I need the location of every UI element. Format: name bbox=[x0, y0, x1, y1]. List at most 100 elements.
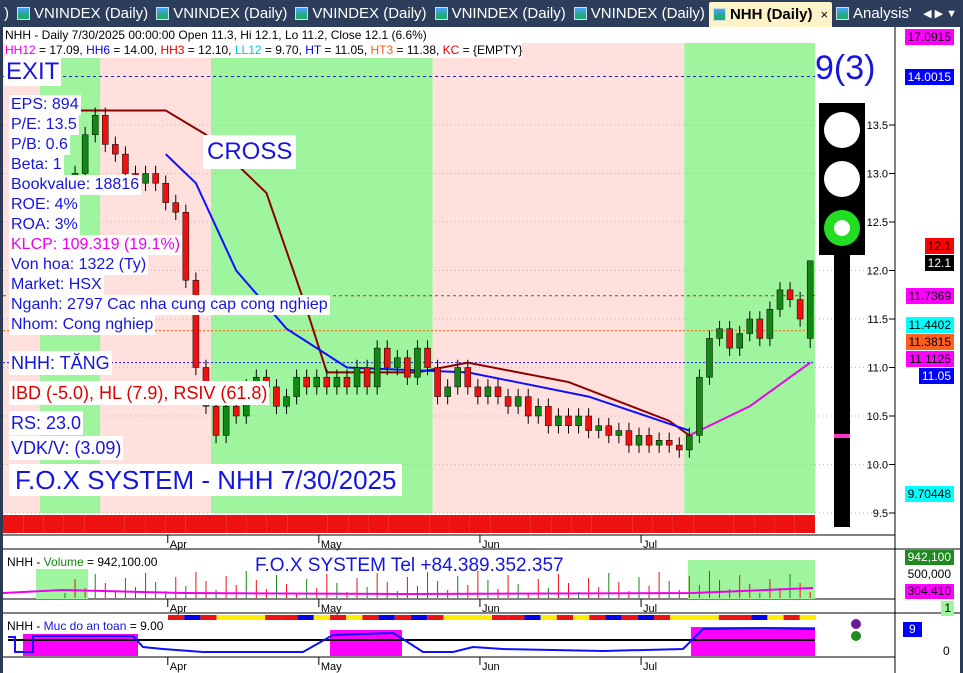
chart-icon bbox=[17, 7, 30, 20]
candle-body bbox=[424, 347, 431, 368]
safety-strip-cell bbox=[767, 615, 784, 620]
trend-strip-cell bbox=[632, 515, 653, 533]
candle-body bbox=[494, 386, 502, 397]
tab-2[interactable]: VNINDEX (Daily) bbox=[152, 1, 291, 26]
candle-body bbox=[394, 357, 401, 368]
y-tick-label: 13.0 bbox=[867, 169, 888, 181]
cross-label: CROSS bbox=[203, 135, 297, 169]
magenta-line bbox=[688, 361, 811, 437]
price-label: 11.3815 bbox=[905, 333, 954, 350]
candle-body bbox=[142, 173, 149, 184]
safety-level-label: 9 bbox=[903, 622, 922, 637]
candle-body bbox=[122, 153, 129, 174]
trend-strip-cell bbox=[368, 515, 389, 533]
trend-strip-cell bbox=[551, 515, 572, 533]
trend-strip-cell bbox=[409, 515, 430, 533]
candle-body bbox=[273, 386, 280, 407]
trend-strip-cell bbox=[571, 515, 592, 533]
fundamental-item: ROA: 3% bbox=[9, 215, 80, 235]
candle-body bbox=[363, 367, 371, 388]
trend-strip-cell bbox=[794, 515, 815, 533]
tab-7[interactable]: Analysis' bbox=[832, 1, 916, 26]
month-label: Jul bbox=[643, 661, 657, 673]
safety-strip-cell bbox=[459, 615, 476, 620]
trend-strip-cell bbox=[185, 515, 206, 533]
candle-body bbox=[91, 115, 99, 135]
tel-label: F.O.X SYSTEM Tel +84.389.352.357 bbox=[255, 555, 564, 576]
fundamental-item: Nganh: 2797 Cac nha cung cap cong nghiep bbox=[9, 295, 330, 315]
tab-3[interactable]: VNINDEX (Daily) bbox=[291, 1, 430, 26]
trend-strip-cell bbox=[469, 515, 491, 533]
y-tick-label: 11.5 bbox=[867, 314, 888, 326]
candle-body bbox=[665, 440, 673, 446]
safety-strip-cell bbox=[718, 615, 735, 620]
candle-body bbox=[313, 376, 320, 388]
indicator-key: HT3 bbox=[370, 43, 394, 57]
price-label: 11.4402 bbox=[905, 316, 954, 333]
tab-4[interactable]: VNINDEX (Daily) bbox=[431, 1, 570, 26]
band-green bbox=[684, 43, 816, 513]
price-label: 12.1 bbox=[924, 238, 954, 255]
safety-strip-cell bbox=[524, 615, 541, 620]
price-label: 12.1 bbox=[924, 255, 954, 272]
candle-body bbox=[454, 367, 461, 388]
candle-body bbox=[706, 338, 713, 378]
safety-strip-cell bbox=[313, 615, 330, 620]
trend-strip-cell bbox=[672, 515, 694, 533]
trend-strip-cell bbox=[266, 515, 288, 533]
fundamental-item: Bookvalue: 18816 bbox=[9, 175, 142, 195]
candle-body bbox=[605, 425, 613, 436]
exit-label: EXIT bbox=[4, 58, 62, 86]
safety-strip-cell bbox=[670, 615, 687, 620]
y-tick-label: 10.5 bbox=[867, 411, 888, 423]
tab-6[interactable]: NHH (Daily) × bbox=[708, 2, 833, 27]
indicator-key: LL12 bbox=[234, 43, 262, 57]
y-tick-label: 11.0 bbox=[867, 363, 888, 375]
candle-body bbox=[112, 144, 119, 155]
safety-strip-cell bbox=[411, 615, 428, 620]
band-pink bbox=[432, 43, 685, 513]
safety-strip-cell bbox=[216, 615, 233, 620]
candle-body bbox=[736, 333, 743, 349]
candle-body bbox=[585, 415, 592, 431]
trend-strip-cell bbox=[23, 515, 44, 533]
volume-title: NHH - Volume = 942,100.00 bbox=[7, 555, 158, 569]
tab-label: Analysis' bbox=[853, 5, 912, 22]
safety-value: = 9.00 bbox=[126, 619, 164, 633]
safety-zero-tick: 0 bbox=[943, 644, 950, 658]
trend-strip-cell bbox=[388, 515, 409, 533]
volume-value: = 942,100.00 bbox=[83, 555, 158, 569]
chart-icon bbox=[295, 7, 309, 20]
candle-body bbox=[102, 115, 109, 145]
month-label: Jun bbox=[482, 539, 500, 551]
trend-strip-cell bbox=[246, 515, 267, 533]
safety-strip-cell bbox=[200, 615, 217, 620]
tab-0[interactable]: ) bbox=[0, 1, 13, 26]
tab-1[interactable]: VNINDEX (Daily) bbox=[13, 1, 152, 26]
candle-body bbox=[383, 347, 391, 368]
candle-body bbox=[182, 212, 190, 281]
fundamental-item: Beta: 1 bbox=[9, 155, 64, 175]
candle-body bbox=[464, 367, 472, 388]
volume-symbol: NHH - bbox=[7, 555, 44, 569]
indicator-key: KC bbox=[442, 43, 460, 57]
tab-scroll-icon[interactable]: ◀ ▶ ▼ bbox=[923, 8, 957, 20]
safety-strip-cell bbox=[346, 615, 363, 620]
y-tick-label: 12.0 bbox=[867, 266, 888, 278]
tab-label: NHH (Daily) bbox=[729, 6, 813, 23]
month-label: Jun bbox=[482, 661, 500, 673]
safety-name: Muc do an toan bbox=[43, 619, 127, 633]
volume-label: 1 bbox=[941, 601, 954, 616]
indicator-value: = 12.10, bbox=[184, 43, 235, 57]
trend-strip-cell bbox=[429, 515, 450, 533]
candle-body bbox=[645, 435, 653, 446]
vdk-line: VDK/V: (3.09) bbox=[9, 436, 124, 460]
fundamental-item: Nhom: Cong nghiep bbox=[9, 315, 156, 335]
candle-body bbox=[625, 430, 633, 446]
volume-label: 500,000 bbox=[904, 567, 954, 582]
tab-5[interactable]: VNINDEX (Daily) bbox=[570, 1, 709, 26]
candle-body bbox=[514, 396, 522, 407]
chart-window[interactable]: 9.5 10.0 10.5 11.0 11.5 12.0 12.5 13.0 13.5 Apr Ma… bbox=[3, 27, 960, 673]
chart-canvas[interactable]: 9.5 10.0 10.5 11.0 11.5 12.0 12.5 13.0 13.5 Apr Ma… bbox=[3, 27, 960, 673]
close-tab-icon[interactable]: × bbox=[820, 7, 829, 22]
